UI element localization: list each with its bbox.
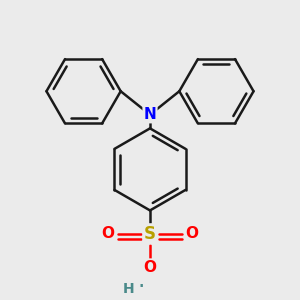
Text: H: H (123, 282, 134, 296)
Text: O: O (102, 226, 115, 242)
Text: O: O (143, 260, 157, 274)
Text: ·: · (137, 274, 145, 298)
Text: O: O (185, 226, 198, 242)
Text: S: S (144, 225, 156, 243)
Text: N: N (144, 107, 156, 122)
